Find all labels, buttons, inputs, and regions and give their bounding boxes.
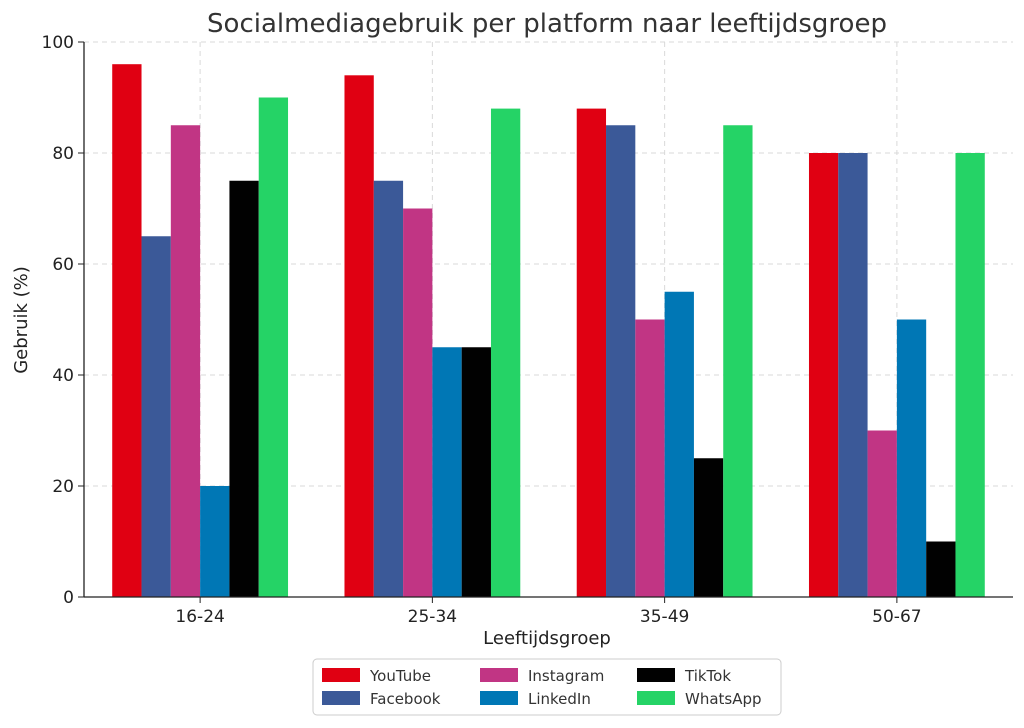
bars — [112, 64, 985, 598]
legend-label-youtube: YouTube — [369, 667, 431, 685]
legend-swatch-tiktok — [637, 668, 675, 682]
y-axis-label: Gebruik (%) — [11, 266, 32, 374]
y-tick-label: 20 — [52, 477, 74, 497]
y-tick-label: 80 — [52, 144, 74, 164]
bar-linkedin-35-49 — [664, 291, 694, 597]
bar-linkedin-50-67 — [896, 319, 927, 597]
legend-label-linkedin: LinkedIn — [528, 690, 591, 708]
legend: YouTube Facebook Instagram LinkedIn TikTok Wh… — [312, 658, 782, 716]
bar-tiktok-35-49 — [693, 458, 724, 597]
bar-facebook-25-34 — [373, 180, 404, 597]
bar-tiktok-25-34 — [461, 347, 491, 597]
y-tick-label: 100 — [42, 33, 74, 53]
bar-whatsapp-25-34 — [490, 108, 521, 597]
bar-facebook-16-24 — [141, 236, 171, 597]
bar-whatsapp-50-67 — [955, 153, 985, 597]
bar-whatsapp-35-49 — [723, 125, 753, 597]
x-tick-label: 16-24 — [175, 607, 224, 627]
bar-youtube-35-49 — [576, 108, 607, 597]
y-tick-label: 40 — [52, 366, 74, 386]
legend-swatch-facebook — [322, 691, 360, 705]
legend-label-facebook: Facebook — [370, 690, 441, 708]
bar-instagram-50-67 — [867, 430, 897, 597]
bar-facebook-35-49 — [606, 125, 636, 597]
bar-whatsapp-16-24 — [258, 97, 289, 597]
y-tick-label: 0 — [63, 588, 74, 608]
bar-tiktok-16-24 — [229, 180, 259, 597]
x-tick-label: 35-49 — [640, 607, 689, 627]
axes: 0 20 40 60 80 100 16-24 25-34 35-49 50-67 — [42, 33, 1013, 627]
bar-instagram-35-49 — [635, 319, 665, 597]
legend-label-tiktok: TikTok — [684, 667, 731, 685]
bar-instagram-16-24 — [170, 125, 201, 597]
legend-label-whatsapp: WhatsApp — [685, 690, 762, 708]
legend-label-instagram: Instagram — [528, 667, 604, 685]
bar-instagram-25-34 — [403, 208, 433, 597]
bar-youtube-25-34 — [344, 75, 374, 598]
bar-facebook-50-67 — [838, 153, 868, 597]
bar-linkedin-16-24 — [200, 486, 230, 597]
y-tick-label: 60 — [52, 255, 74, 275]
bar-tiktok-50-67 — [926, 541, 956, 597]
legend-swatch-youtube — [322, 668, 360, 682]
bar-youtube-50-67 — [808, 153, 839, 597]
bar-youtube-16-24 — [112, 64, 142, 597]
x-axis-label: Leeftijdsgroep — [483, 628, 611, 649]
x-tick-label: 50-67 — [872, 607, 921, 627]
chart-title: Socialmediagebruik per platform naar lee… — [207, 9, 887, 39]
legend-swatch-whatsapp — [637, 691, 675, 705]
bar-linkedin-25-34 — [432, 347, 462, 597]
x-tick-label: 25-34 — [408, 607, 457, 627]
legend-swatch-linkedin — [480, 691, 518, 705]
legend-swatch-instagram — [480, 668, 518, 682]
